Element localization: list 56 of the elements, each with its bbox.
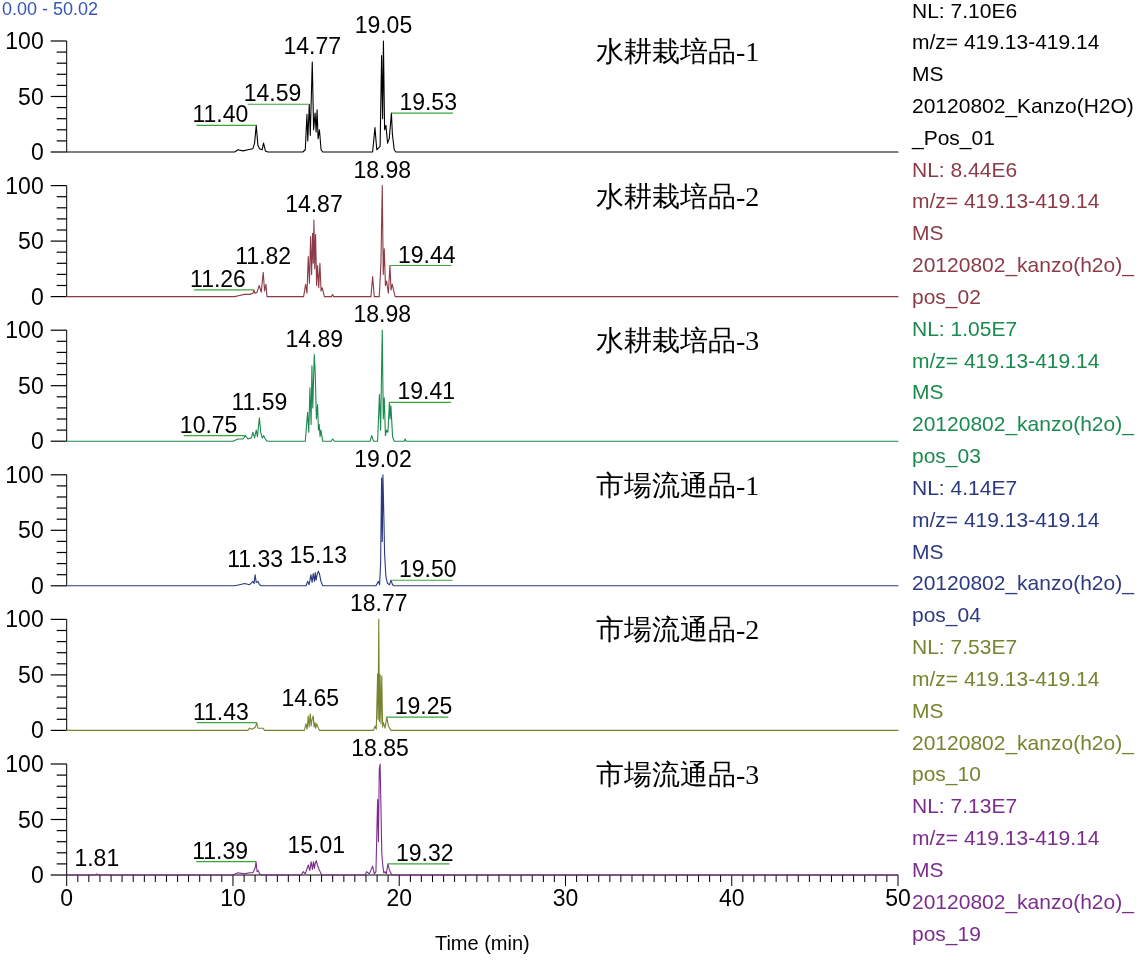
y-tick-label: 0 (30, 139, 44, 165)
y-tick-label: 0 (30, 572, 44, 599)
text: NL: 8.44E6 (912, 157, 1018, 181)
y-tick-label: 50 (18, 661, 44, 688)
text: MS (912, 698, 944, 722)
text: MS (912, 539, 944, 563)
y-tick-label: 0 (30, 428, 44, 455)
chart-title: 市場流通品-1 (596, 469, 760, 501)
y-tick-label: 100 (5, 461, 44, 488)
chart-title: 水耕栽培品-2 (596, 180, 760, 212)
text: m/z= 419.13-419.14 (912, 189, 1100, 213)
text: 20120802_kanzo(h2o)_pos_10 (912, 730, 1135, 787)
text: 20120802_kanzo(h2o)_pos_04 (912, 571, 1135, 628)
y-tick-label: 50 (18, 517, 44, 544)
y-tick-label: 100 (5, 751, 44, 777)
y-tick-label: 50 (18, 83, 44, 110)
x-tick-label: 50 (885, 885, 911, 911)
y-tick-label: 100 (5, 606, 44, 633)
chart-subtitle: 0.00 - 50.02 (2, 0, 99, 19)
x-tick-label: 20 (386, 885, 413, 911)
y-tick-label: 100 (5, 317, 44, 344)
x-tick-label: 0 (60, 885, 74, 911)
text: 20120802_kanzo(h2o)_pos_19 (912, 889, 1135, 946)
text: NL: 7.13E7 (912, 794, 1018, 818)
text: m/z= 419.13-419.14 (912, 826, 1100, 850)
y-tick-label: 100 (5, 172, 44, 199)
x-tick-label: 40 (718, 885, 745, 911)
y-tick-label: 0 (30, 862, 44, 888)
text: 20120802_kanzo(h2o)_pos_03 (912, 412, 1135, 469)
text: MS (912, 62, 944, 86)
text: MS (912, 380, 944, 404)
y-tick-label: 50 (18, 806, 44, 833)
text: NL: 1.05E7 (912, 316, 1018, 340)
chart-title: 市場流通品-3 (596, 759, 760, 790)
x-tick-label: 30 (552, 885, 579, 911)
chart-title: 市場流通品-2 (596, 614, 760, 646)
text: NL: 7.10E6 (912, 0, 1018, 22)
text: m/z= 419.13-419.14 (912, 507, 1100, 531)
y-tick-label: 50 (18, 372, 44, 399)
chart-title: 水耕栽培品-1 (596, 36, 760, 67)
x-tick-label: 10 (220, 885, 246, 911)
text: m/z= 419.13-419.14 (912, 666, 1100, 690)
text: NL: 4.14E7 (912, 475, 1018, 499)
chart-title: 水耕栽培品-3 (596, 325, 760, 357)
text: m/z= 419.13-419.14 (912, 30, 1100, 54)
text: MS (912, 221, 944, 245)
text: MS (912, 857, 944, 881)
text: 20120802_Kanzo(H2O)_Pos_01 (911, 93, 1134, 150)
y-tick-label: 100 (5, 28, 44, 54)
y-tick-label: 0 (30, 717, 44, 744)
text: NL: 7.53E7 (912, 635, 1018, 659)
text: m/z= 419.13-419.14 (912, 348, 1100, 372)
text: 20120802_kanzo(h2o)_pos_02 (912, 253, 1135, 309)
x-axis-title: Time (min) (434, 932, 530, 954)
y-tick-label: 0 (30, 283, 44, 310)
y-tick-label: 50 (18, 228, 44, 255)
